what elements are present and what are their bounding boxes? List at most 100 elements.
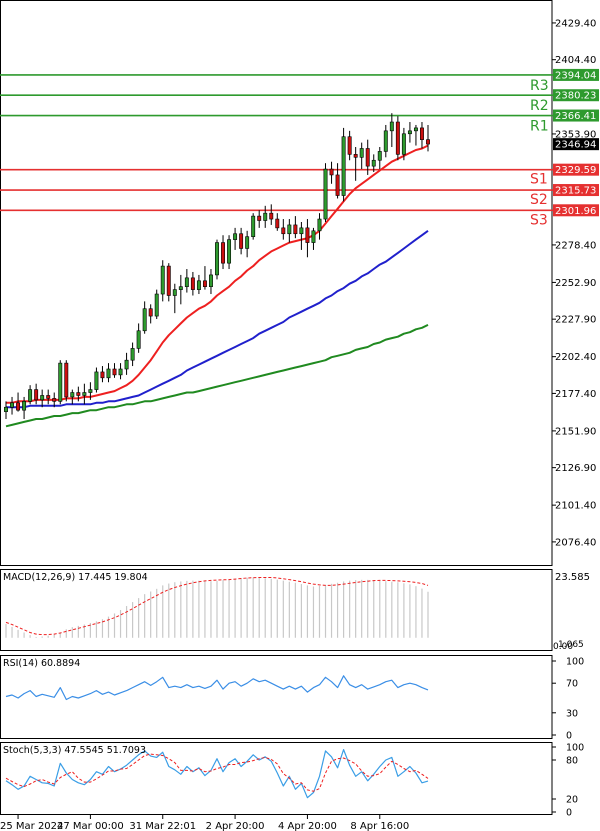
candle-body xyxy=(365,148,370,167)
level-tag-bg-r1 xyxy=(553,109,599,122)
level-tag-bg-s3 xyxy=(553,204,599,217)
candle-body xyxy=(263,212,268,221)
candle-body xyxy=(257,215,262,221)
level-tag-r1: 2366.41 xyxy=(555,111,596,122)
candle-body xyxy=(4,406,8,412)
candle-body xyxy=(10,402,14,408)
candle-body xyxy=(82,392,87,396)
candle-body xyxy=(371,159,376,167)
stoch-k-line xyxy=(5,748,429,799)
level-label-r2: R2 xyxy=(530,98,549,114)
macd-signal-line xyxy=(5,577,429,636)
level-label-s2: S2 xyxy=(530,192,548,208)
current-price-bg xyxy=(553,138,599,151)
candle-body xyxy=(395,121,400,155)
candle-body xyxy=(215,242,219,276)
macd-panel: MACD(12,26,9) 17.445 19.804 23.585 0.001.0… xyxy=(0,569,590,652)
candle-body xyxy=(16,402,21,411)
y-tick-label: 2126.90 xyxy=(555,463,596,474)
macd-panel-frame xyxy=(0,569,553,651)
macd-y-tick-label: 0.00 xyxy=(553,642,573,652)
stoch-y-tick-label: 80 xyxy=(566,756,578,767)
stoch-panel: Stoch(5,3,3) 47.5545 51.7093 100 80 20 0 xyxy=(0,742,584,819)
level-tag-bg-s2 xyxy=(553,184,599,197)
y-tick-label: 2076.40 xyxy=(555,537,596,548)
candle-body xyxy=(148,308,153,317)
candle-body xyxy=(142,308,147,332)
level-label-r1: R1 xyxy=(530,119,549,135)
rsi-y-tick-label: 100 xyxy=(566,657,584,668)
macd-y-tick-label: 23.585 xyxy=(555,572,590,583)
candle-body xyxy=(22,401,27,411)
stoch-y-tick-label: 100 xyxy=(566,743,584,754)
candle-body xyxy=(341,136,346,196)
candle-body xyxy=(106,368,111,379)
y-tick-label: 2202.40 xyxy=(555,352,596,363)
level-tag-bg-r2 xyxy=(553,89,599,102)
x-tick-label: 8 Apr 16:00 xyxy=(350,821,409,831)
candle-body xyxy=(377,151,382,161)
level-tag-s3: 2301.96 xyxy=(555,206,596,217)
rsi-label: RSI(14) 60.8894 xyxy=(3,658,80,669)
x-tick-label: 27 Mar 00:00 xyxy=(57,821,124,831)
candle-body xyxy=(112,368,117,376)
candle-body xyxy=(401,133,406,155)
level-label-s1: S1 xyxy=(530,172,548,188)
candle-body xyxy=(233,233,238,240)
candle-body xyxy=(88,389,93,393)
candle-body xyxy=(34,389,39,401)
candle-body xyxy=(52,398,57,402)
ma100-line xyxy=(5,323,429,428)
candle-body xyxy=(299,227,304,235)
candle-body xyxy=(46,395,51,399)
candle-body xyxy=(407,130,412,135)
candle-body xyxy=(184,277,189,287)
candle-body xyxy=(347,136,352,155)
y-tick-label: 2353.90 xyxy=(555,129,596,140)
candle-body xyxy=(293,224,298,235)
x-tick-label: 4 Apr 20:00 xyxy=(278,821,337,831)
candle-body xyxy=(118,368,123,376)
rsi-line xyxy=(5,675,429,701)
candle-body xyxy=(124,359,129,370)
level-tag-r3: 2394.04 xyxy=(555,70,596,81)
candle-body xyxy=(275,218,280,229)
candle-body xyxy=(190,277,195,290)
candle-body xyxy=(209,274,213,287)
candle-body xyxy=(130,348,135,361)
y-tick-label: 2278.40 xyxy=(555,240,596,251)
candle-body xyxy=(28,389,33,402)
candle-body xyxy=(251,215,256,237)
stoch-panel-frame xyxy=(0,742,553,815)
candle-body xyxy=(100,371,105,379)
level-tag-r2: 2380.23 xyxy=(555,91,596,102)
candle-body xyxy=(383,130,388,152)
level-label-s3: S3 xyxy=(530,212,548,228)
candle-body xyxy=(305,227,310,243)
candle-body xyxy=(323,168,328,220)
x-tick-label: 25 Mar 2024 xyxy=(0,821,63,831)
level-tag-s2: 2315.73 xyxy=(555,186,596,197)
candle-body xyxy=(166,265,171,296)
candle-body xyxy=(172,289,177,296)
candle-body xyxy=(413,127,418,132)
level-tag-s1: 2329.59 xyxy=(555,165,596,176)
y-tick-label: 2101.40 xyxy=(555,501,596,512)
candle-body xyxy=(311,230,316,243)
rsi-y-tick-label: 30 xyxy=(566,708,578,719)
candle-body xyxy=(196,280,201,290)
candle-body xyxy=(359,148,364,158)
y-tick-label: 2252.90 xyxy=(555,278,596,289)
candle-body xyxy=(178,286,183,290)
candle-body xyxy=(94,371,99,390)
rsi-y-tick-label: 0 xyxy=(566,731,572,742)
stoch-y-tick-label: 0 xyxy=(566,808,572,819)
x-tick-label: 31 Mar 22:01 xyxy=(129,821,196,831)
candle-body xyxy=(420,127,424,140)
y-tick-label: 2177.40 xyxy=(555,389,596,400)
candle-body xyxy=(58,362,63,402)
y-tick-label: 2227.90 xyxy=(555,315,596,326)
rsi-y-tick-label: 70 xyxy=(566,679,578,690)
